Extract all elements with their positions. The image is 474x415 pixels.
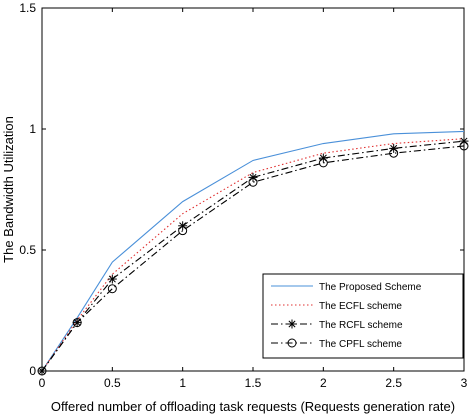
series-4-point bbox=[248, 177, 258, 187]
x-tick-label: 0.5 bbox=[104, 376, 121, 390]
series-3-point bbox=[389, 143, 399, 153]
series-4-point bbox=[72, 318, 82, 328]
legend-label-2: The ECFL scheme bbox=[319, 301, 402, 312]
series-4-point bbox=[459, 141, 469, 151]
y-tick-label: 0.5 bbox=[19, 243, 36, 257]
y-tick-label: 1 bbox=[29, 122, 36, 136]
legend-label-4: The CPFL scheme bbox=[319, 339, 402, 350]
x-tick-label: 1 bbox=[179, 376, 186, 390]
series-4-point bbox=[318, 158, 328, 168]
series-3-point bbox=[459, 136, 469, 146]
series-3-point bbox=[107, 274, 117, 284]
series-3-point bbox=[318, 153, 328, 163]
legend-label-1: The Proposed Scheme bbox=[319, 282, 422, 293]
y-axis-label: The Bandwidth Utilization bbox=[1, 116, 16, 263]
y-axis-ticks: 0 0.5 1 1.5 bbox=[19, 1, 464, 378]
x-tick-label: 2.5 bbox=[385, 376, 402, 390]
series-line-3 bbox=[41, 140, 465, 372]
y-tick-label: 0 bbox=[29, 364, 36, 378]
legend: The Proposed Scheme The ECFL scheme The RC… bbox=[262, 273, 464, 359]
series-line-2 bbox=[41, 138, 465, 372]
legend-label-3: The RCFL scheme bbox=[319, 320, 403, 331]
series-3-point bbox=[178, 221, 188, 231]
series-layer bbox=[37, 130, 469, 376]
y-tick-label: 1.5 bbox=[19, 1, 36, 15]
series-4-point bbox=[178, 226, 188, 236]
series-4-point bbox=[389, 148, 399, 158]
series-4-point bbox=[37, 366, 47, 376]
series-line-4 bbox=[41, 145, 465, 372]
series-3-point bbox=[248, 172, 258, 182]
x-tick-label: 1.5 bbox=[245, 376, 262, 390]
x-axis-label: Offered number of offloading task reques… bbox=[51, 399, 455, 414]
x-axis-ticks: 0 0.5 1 1.5 2 2.5 3 bbox=[39, 8, 468, 390]
legend-marker-3 bbox=[287, 319, 297, 329]
legend-marker-4 bbox=[287, 338, 297, 348]
x-tick-label: 3 bbox=[461, 376, 468, 390]
series-4-point bbox=[107, 284, 117, 294]
x-tick-label: 0 bbox=[39, 376, 46, 390]
series-line-1 bbox=[41, 130, 465, 372]
x-tick-label: 2 bbox=[320, 376, 327, 390]
